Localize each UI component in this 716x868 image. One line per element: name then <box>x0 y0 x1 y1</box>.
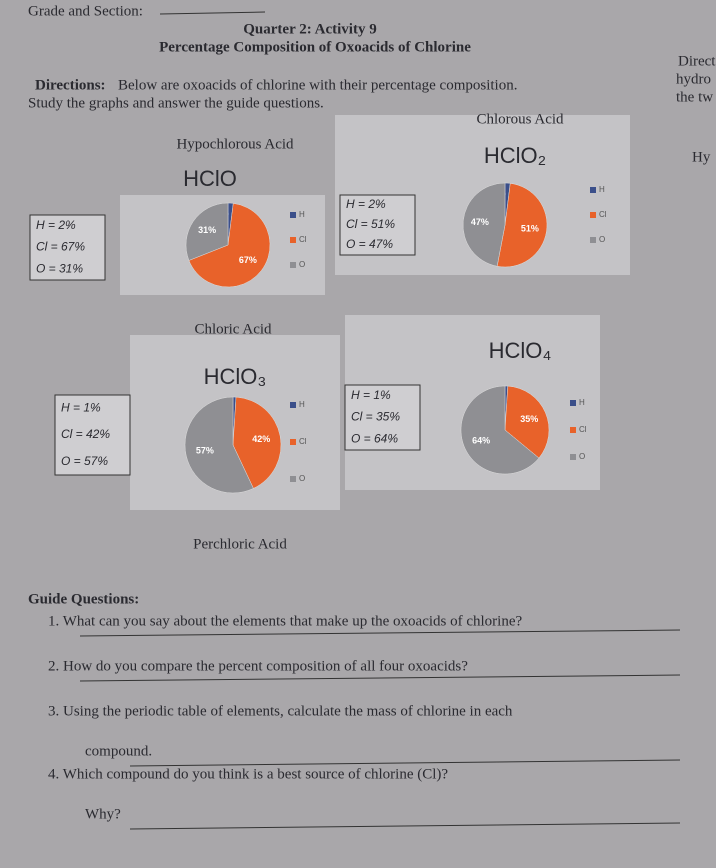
value-label: 42% <box>252 434 270 444</box>
margin-fragment: Hy <box>692 149 711 165</box>
legend-swatch <box>590 187 596 193</box>
value-label: 57% <box>196 446 214 456</box>
pie-slice <box>496 183 548 268</box>
legend-swatch <box>590 212 596 218</box>
formula: HClO₄ <box>489 338 552 363</box>
pie-slice <box>188 203 271 288</box>
question: compound. <box>85 743 152 759</box>
margin-fragment: the tw <box>676 89 713 105</box>
legend-label: H <box>299 400 305 409</box>
value-label: 64% <box>472 436 490 446</box>
composition-text: H = 1% <box>61 401 101 415</box>
composition-text: H = 1% <box>351 388 391 402</box>
legend-swatch <box>290 402 296 408</box>
chart-name: Perchloric Acid <box>193 536 287 552</box>
grade-section: Grade and Section: <box>28 3 143 19</box>
composition-text: O = 57% <box>61 454 108 468</box>
directions-2: Study the graphs and answer the guide qu… <box>28 95 324 111</box>
title: Percentage Composition of Oxoacids of Ch… <box>159 39 471 55</box>
legend-label: Cl <box>579 425 587 434</box>
legend-label: O <box>299 260 305 269</box>
composition-text: O = 31% <box>36 261 83 275</box>
pie-slice <box>504 385 550 459</box>
value-label: 47% <box>471 217 489 227</box>
legend-label: H <box>599 185 605 194</box>
value-label: 35% <box>520 414 538 424</box>
questions-title: Guide Questions: <box>28 591 139 607</box>
composition-text: Cl = 35% <box>351 410 400 424</box>
answer-line <box>129 759 681 767</box>
legend-swatch <box>290 212 296 218</box>
question: Why? <box>85 806 121 822</box>
question: 1. What can you say about the elements t… <box>48 613 522 629</box>
margin-fragment: hydro <box>676 71 711 87</box>
legend-swatch <box>570 454 576 460</box>
value-label: 67% <box>239 255 257 265</box>
chart-name: Chlorous Acid <box>476 111 564 127</box>
value-label: 51% <box>521 223 539 233</box>
legend-swatch <box>570 400 576 406</box>
pie-slice <box>460 385 540 475</box>
composition-text: Cl = 67% <box>36 240 85 254</box>
legend-label: Cl <box>599 210 607 219</box>
legend-swatch <box>290 476 296 482</box>
composition-box <box>54 394 131 476</box>
question: 2. How do you compare the percent compos… <box>48 658 468 674</box>
answer-line <box>79 629 681 637</box>
pie-slice <box>232 396 282 489</box>
value-label: 31% <box>198 225 216 235</box>
formula: HClO <box>183 166 237 191</box>
composition-text: H = 2% <box>36 218 76 232</box>
question: 3. Using the periodic table of elements,… <box>48 703 513 719</box>
legend-label: O <box>599 235 605 244</box>
legend-label: H <box>579 398 585 407</box>
composition-text: O = 47% <box>346 237 393 251</box>
answer-line <box>79 674 681 682</box>
composition-box <box>344 384 421 451</box>
chart-name: Hypochlorous Acid <box>176 136 294 152</box>
composition-text: H = 2% <box>346 197 386 211</box>
pie-slice <box>185 202 229 261</box>
answer-line <box>129 822 681 830</box>
composition-text: O = 64% <box>351 431 398 445</box>
legend-swatch <box>590 237 596 243</box>
margin-fragment: Direct <box>678 53 716 69</box>
legend-swatch <box>290 439 296 445</box>
chart-name: Chloric Acid <box>194 321 272 337</box>
legend-label: Cl <box>299 235 307 244</box>
legend-label: O <box>579 452 585 461</box>
legend-swatch <box>570 427 576 433</box>
composition-box <box>339 194 416 256</box>
legend-swatch <box>290 262 296 268</box>
directions-label: Directions: <box>35 77 106 93</box>
legend-label: O <box>299 474 305 483</box>
activity: Quarter 2: Activity 9 <box>243 21 376 37</box>
formula: HClO₃ <box>204 364 267 389</box>
legend-label: H <box>299 210 305 219</box>
blank-line <box>159 11 266 15</box>
legend-swatch <box>290 237 296 243</box>
directions: Below are oxoacids of chlorine with thei… <box>118 77 517 93</box>
composition-text: Cl = 51% <box>346 217 395 231</box>
legend-label: Cl <box>299 437 307 446</box>
composition-text: Cl = 42% <box>61 427 110 441</box>
formula: HClO₂ <box>484 143 546 168</box>
pie-slice <box>462 182 506 267</box>
question: 4. Which compound do you think is a best… <box>48 766 448 782</box>
composition-box <box>29 214 106 281</box>
pie-slice <box>184 396 254 494</box>
